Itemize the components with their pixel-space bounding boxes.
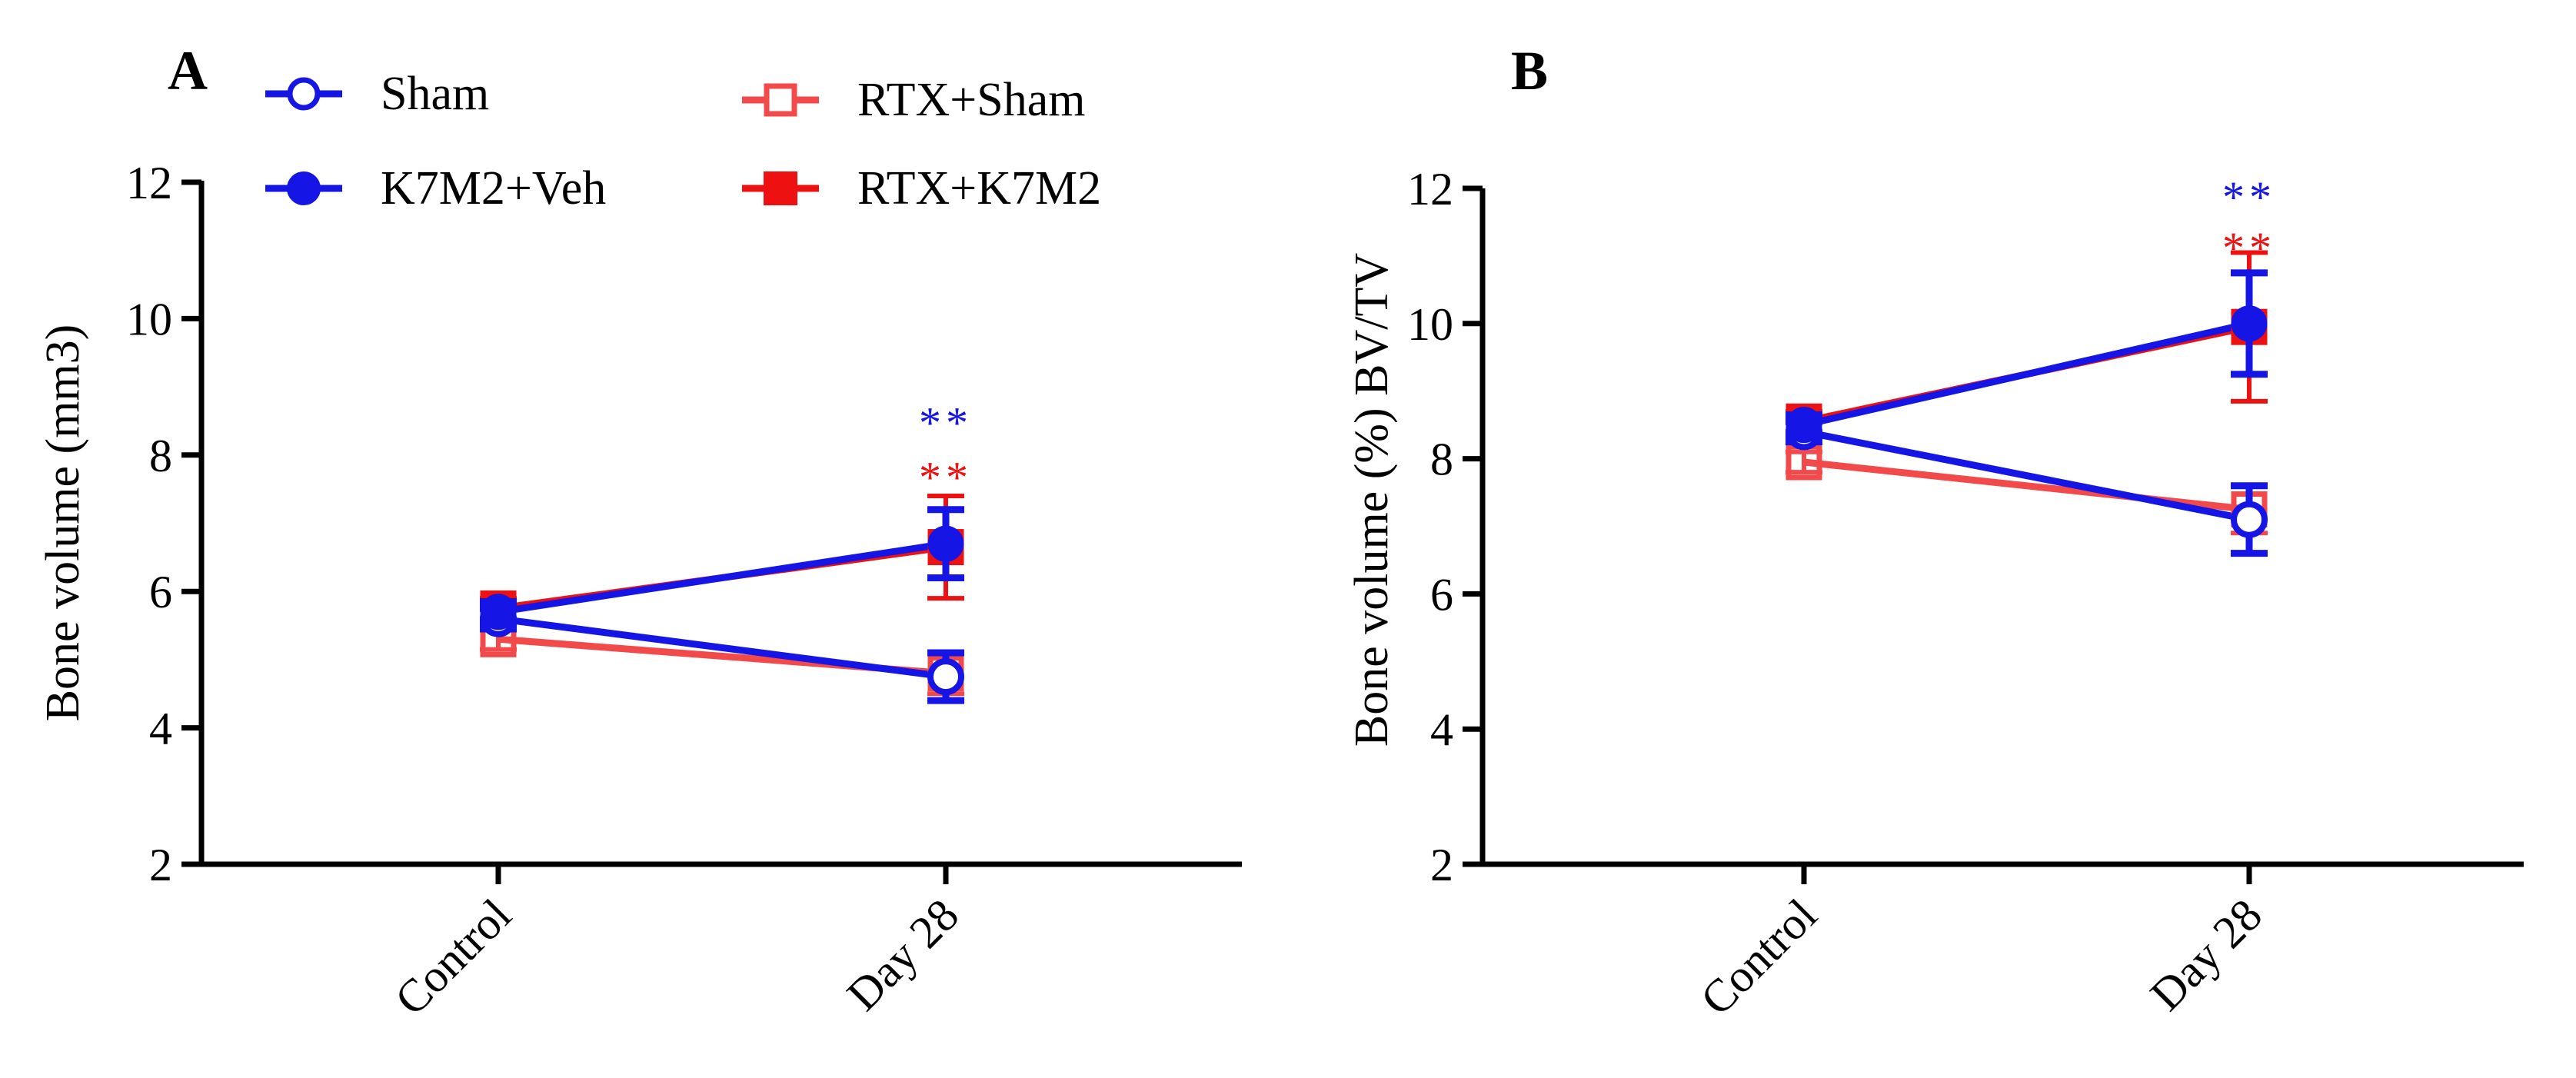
panel-a-ytick-label-2: 2: [149, 840, 172, 890]
panel-a: 2 4 6 8 10 12 Control Day 28 Bone volume (mm3)…: [37, 158, 1242, 1025]
panel-b-ytick-label-8: 8: [1430, 434, 1453, 485]
panel-b-ytick-label-4: 4: [1430, 704, 1453, 755]
panel-a-ytick-label-4: 4: [149, 704, 172, 754]
panel-a-sham-day-28-point: [927, 658, 964, 696]
legend-label-sham: Sham: [381, 68, 489, 120]
legend-item-rtx-k7m2: RTX+K7M2: [742, 162, 1101, 215]
legend-item-rtx-sham: RTX+Sham: [742, 74, 1085, 126]
panel-b-k7m2-veh-control-point: [1786, 407, 1822, 444]
legend-item-k7m2-veh: K7M2+Veh: [265, 162, 606, 215]
panel-a-k7m2-veh-control-point: [480, 594, 517, 630]
panel-b-x-ticks: Control Day 28: [1691, 864, 2271, 1025]
legend-marker-rtx-sham: [764, 83, 797, 117]
panel-letter-b: B: [1511, 40, 1548, 101]
panel-a-y-ticks: 2 4 6 8 10 12: [126, 158, 201, 890]
panel-a-plot-area: ****: [480, 398, 973, 704]
panel-a-significance-red-1: **: [919, 453, 973, 503]
legend-marker-k7m2-veh: [287, 171, 321, 205]
panel-letter-a: A: [168, 40, 208, 101]
panel-b-xtick-label-day-28: Day 28: [2141, 890, 2271, 1020]
panel-b-sham-day-28-point: [2231, 501, 2268, 538]
panel-b-ytick-label-10: 10: [1407, 299, 1453, 350]
panel-b: 2 4 6 8 10 12 Control Day 28 Bone volume (%) B…: [1346, 164, 2524, 1025]
legend-label-rtx-sham: RTX+Sham: [857, 74, 1085, 126]
panel-a-y-axis-title: Bone volume (mm3): [37, 324, 89, 722]
legend-label-k7m2-veh: K7M2+Veh: [381, 162, 606, 215]
panel-a-line-k7m2-veh: [498, 540, 947, 616]
legend-label-rtx-k7m2: RTX+K7M2: [857, 162, 1101, 215]
panel-a-xtick-label-day-28: Day 28: [837, 890, 968, 1020]
panel-a-line-sham: [498, 615, 947, 680]
panel-a-ytick-label-10: 10: [126, 294, 172, 344]
panel-a-xtick-label-control: Control: [385, 890, 521, 1025]
panel-b-ytick-label-6: 6: [1430, 569, 1453, 620]
panel-b-significance-blue-0: **: [2222, 172, 2276, 222]
panel-a-ytick-label-12: 12: [126, 158, 172, 208]
panel-a-ytick-label-8: 8: [149, 431, 172, 481]
panel-b-ytick-label-2: 2: [1430, 840, 1453, 890]
legend-marker-sham: [287, 77, 321, 111]
legend: Sham K7M2+Veh RTX+Sham RTX+K7M2: [265, 68, 1101, 215]
legend-marker-rtx-k7m2: [764, 171, 797, 205]
panel-b-k7m2-veh-day-28-point: [2231, 305, 2268, 342]
panel-a-significance-blue-0: **: [919, 398, 973, 448]
panel-a-x-ticks: Control Day 28: [385, 864, 968, 1025]
panel-b-line-rtx-sham: [1803, 458, 2250, 513]
panel-b-y-ticks: 2 4 6 8 10 12: [1407, 164, 1483, 890]
legend-item-sham: Sham: [265, 68, 489, 120]
panel-b-xtick-label-control: Control: [1691, 890, 1826, 1025]
panel-b-line-sham: [1803, 428, 2250, 524]
panel-b-line-k7m2-veh: [1803, 320, 2250, 429]
panel-a-ytick-label-6: 6: [149, 567, 172, 617]
panel-b-plot-area: ****: [1786, 172, 2276, 557]
panel-a-k7m2-veh-day-28-point: [927, 525, 964, 562]
panel-b-significance-red-1: **: [2222, 223, 2276, 273]
panel-b-y-axis-title: Bone volume (%) BV/TV: [1346, 253, 1398, 747]
panel-b-ytick-label-12: 12: [1407, 164, 1453, 215]
